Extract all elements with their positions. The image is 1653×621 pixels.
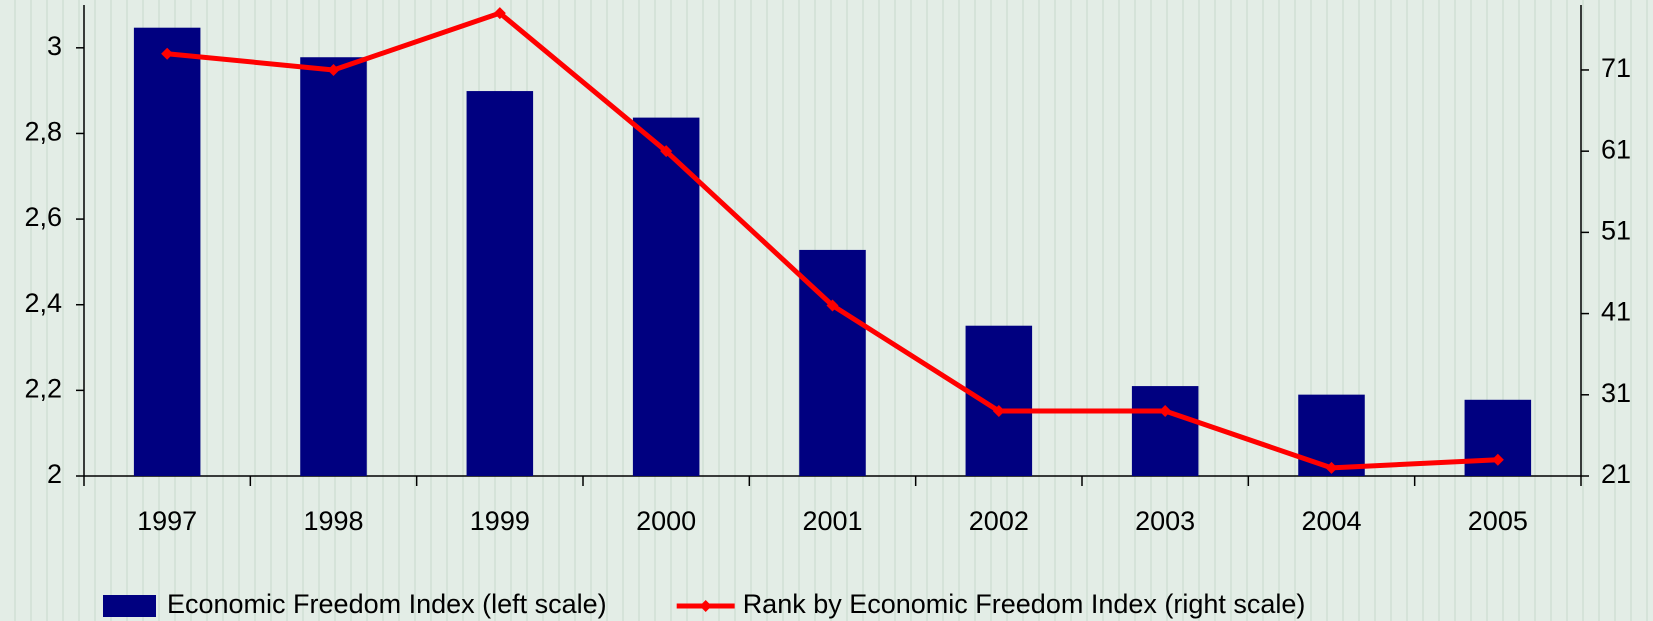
- bar: [133, 27, 201, 477]
- bar: [632, 117, 700, 476]
- legend-label: Economic Freedom Index (left scale): [167, 589, 607, 619]
- x-tick-label: 2001: [802, 506, 862, 536]
- x-tick-label: 2005: [1468, 506, 1528, 536]
- x-tick-label: 1997: [137, 506, 197, 536]
- x-tick-label: 2000: [636, 506, 696, 536]
- line-marker: [1325, 461, 1338, 474]
- line-marker: [493, 7, 506, 20]
- x-tick-label: 2004: [1301, 506, 1361, 536]
- y-tick-label: 2,4: [24, 288, 62, 318]
- x-tick-label: 2002: [969, 506, 1029, 536]
- legend-swatch: [103, 595, 156, 617]
- line-marker: [1491, 453, 1504, 466]
- y-tick-label: 3: [47, 31, 62, 61]
- line-marker: [327, 63, 340, 76]
- line-marker: [1159, 405, 1172, 418]
- y2-tick-label: 41: [1601, 297, 1631, 327]
- line-marker: [826, 299, 839, 312]
- legend-marker: [699, 600, 712, 612]
- bar: [300, 57, 367, 476]
- line-marker: [992, 405, 1005, 418]
- legend-label: Rank by Economic Freedom Index (right sc…: [743, 589, 1306, 619]
- y2-tick-label: 21: [1601, 459, 1631, 489]
- y-tick-label: 2,8: [24, 117, 62, 147]
- y2-tick-label: 51: [1601, 216, 1631, 246]
- y2-tick-label: 61: [1601, 134, 1631, 164]
- x-tick-label: 1998: [303, 506, 363, 536]
- y-tick-label: 2,6: [24, 202, 62, 232]
- y-tick-label: 2: [47, 459, 62, 489]
- y2-tick-label: 71: [1601, 53, 1631, 83]
- x-tick-label: 1999: [470, 506, 530, 536]
- bar: [965, 325, 1033, 476]
- line-marker: [660, 145, 673, 158]
- y2-tick-label: 31: [1601, 378, 1631, 408]
- y-tick-label: 2,2: [24, 373, 62, 403]
- bar: [1131, 386, 1199, 476]
- line-marker: [161, 47, 174, 60]
- x-tick-label: 2003: [1135, 506, 1195, 536]
- bar: [466, 91, 534, 476]
